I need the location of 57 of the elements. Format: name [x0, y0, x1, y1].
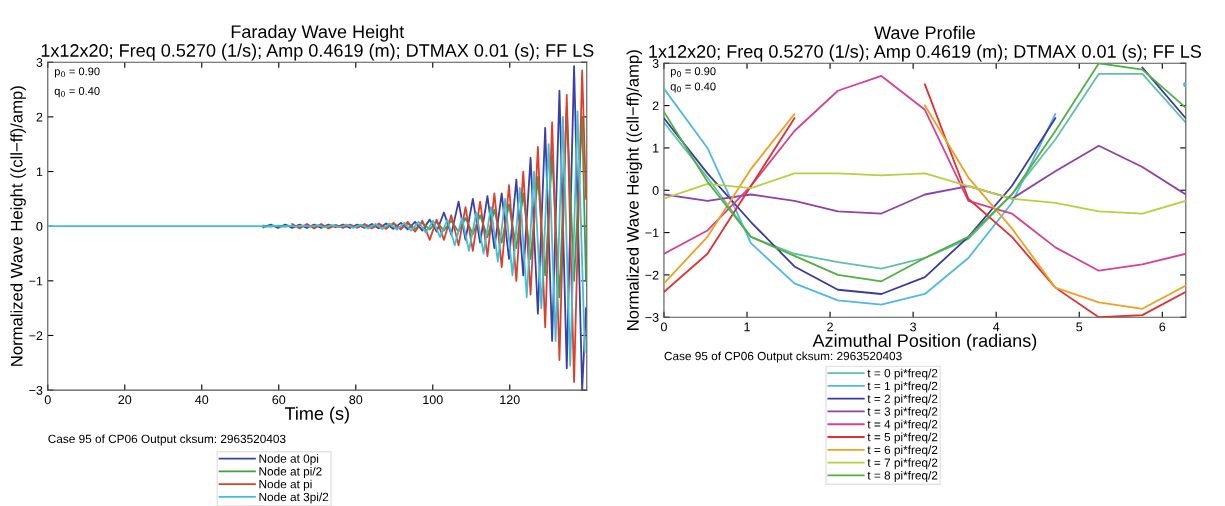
annotation: q$_{0}$ = 0.40	[670, 82, 716, 93]
x-tick-label: 20	[118, 395, 132, 405]
y-tick-label: 2	[36, 112, 43, 122]
annotation: q$_{0}$ = 0.40	[54, 87, 100, 98]
y-tick-label: 2	[652, 101, 659, 111]
y-tick-label: −1	[29, 276, 43, 286]
x-tick-label: 2	[827, 322, 833, 332]
x-tick-label: 120	[500, 395, 520, 405]
x-tick-label: 0	[660, 322, 667, 332]
y-tick-label: 0	[652, 186, 659, 195]
x-tick-label: 40	[195, 395, 209, 405]
y-tick-label: 1	[653, 143, 659, 153]
chart-title: Faraday Wave Height	[231, 24, 405, 42]
x-axis-title: Time (s)	[284, 406, 349, 424]
x-tick-label: 60	[272, 395, 286, 405]
y-axis-title: Normalized Wave Height ((cll−ff)/amp)	[10, 86, 26, 366]
x-tick-label: 0	[44, 395, 51, 405]
chart-title: Wave Profile	[874, 25, 975, 40]
x-tick-label: 1	[744, 322, 750, 332]
y-tick-label: 0	[36, 221, 43, 231]
legend-label: t = 1 pi*freq/2	[867, 381, 938, 393]
x-tick-label: 100	[423, 395, 443, 405]
legend-label: Node at pi/2	[259, 466, 322, 478]
legend-label: t = 5 pi*freq/2	[867, 432, 938, 444]
x-tick-label: 80	[349, 395, 363, 405]
y-axis-title: Normalized Wave Height ((cll−ff)/amp)	[626, 50, 643, 330]
y-tick-label: −2	[29, 331, 43, 341]
y-tick-label: −1	[645, 228, 659, 238]
y-tick-label: 3	[652, 59, 659, 68]
text: Case 95 of CP06 Output cksum: 2963520403	[48, 434, 286, 446]
y-tick-label: 3	[36, 58, 43, 67]
annotation: p$_{0}$ = 0.90	[54, 67, 100, 78]
legend-label: t = 6 pi*freq/2	[867, 445, 938, 457]
legend-label: t = 3 pi*freq/2	[867, 407, 938, 419]
legend-label: Node at pi	[259, 479, 312, 491]
annotation: p$_{0}$ = 0.90	[670, 67, 716, 78]
y-tick-label: 1	[36, 167, 43, 177]
line-series	[663, 144, 1186, 215]
chart-subtitle: 1x12x20; Freq 0.5270 (1/s); Amp 0.4619 (m); DTMAX 0.01 (s); FF LS	[41, 43, 594, 61]
legend-label: t = 8 pi*freq/2	[867, 470, 938, 482]
line-series	[47, 110, 586, 367]
legend-label: t = 7 pi*freq/2	[867, 458, 938, 470]
x-tick-label: 4	[992, 322, 1000, 332]
x-tick-label: 6	[1159, 322, 1166, 332]
x-tick-label: 5	[1076, 322, 1083, 332]
legend-label: t = 2 pi*freq/2	[867, 394, 938, 406]
legend-label: Node at 0pi	[259, 454, 319, 466]
text: Case 95 of CP06 Output cksum: 2963520403	[664, 351, 902, 363]
y-tick-label: −2	[645, 270, 659, 280]
line-series	[663, 172, 1186, 215]
y-tick-label: −3	[645, 313, 659, 322]
x-tick-label: 3	[910, 322, 917, 332]
legend-label: t = 4 pi*freq/2	[867, 419, 938, 431]
legend-label: t = 0 pi*freq/2	[867, 368, 938, 380]
x-axis-title: Azimuthal Position (radians)	[812, 333, 1037, 351]
y-tick-label: −3	[29, 385, 43, 395]
legend-label: Node at 3pi/2	[259, 492, 329, 504]
